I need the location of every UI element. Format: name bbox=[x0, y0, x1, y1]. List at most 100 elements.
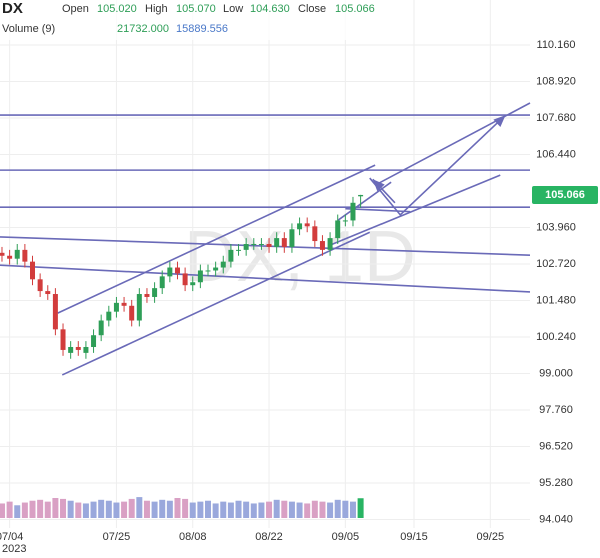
symbol: DX bbox=[2, 0, 23, 17]
candle-body bbox=[152, 288, 158, 297]
volume-bar bbox=[128, 498, 135, 518]
volume-bar bbox=[349, 501, 356, 518]
candle-body bbox=[45, 291, 51, 295]
candle-body bbox=[113, 302, 119, 312]
candle-body bbox=[243, 243, 249, 250]
candle-body bbox=[236, 249, 242, 251]
volume-bar bbox=[342, 500, 349, 518]
volume-bar bbox=[44, 501, 51, 518]
candle-body bbox=[319, 241, 325, 250]
x-tick-label: 08/22 bbox=[255, 531, 283, 543]
candle-body bbox=[7, 255, 13, 259]
y-tick-label: 108.920 bbox=[536, 75, 576, 87]
trend-line bbox=[345, 207, 411, 213]
volume-bar bbox=[357, 498, 364, 518]
volume-bar bbox=[174, 498, 181, 518]
open-label: Open bbox=[62, 3, 89, 15]
last-price-label: 105.066 bbox=[545, 189, 585, 201]
candle-body bbox=[22, 249, 28, 262]
trend-line bbox=[0, 264, 531, 293]
volume-bar bbox=[52, 498, 59, 518]
volume-bar bbox=[304, 503, 311, 518]
volume-bar bbox=[136, 497, 143, 518]
candle-body bbox=[144, 294, 150, 297]
candle-body bbox=[304, 223, 310, 227]
volume-bar bbox=[227, 502, 234, 518]
x-tick-label: 09/15 bbox=[400, 531, 428, 543]
candle-body bbox=[68, 346, 74, 353]
volume-bar bbox=[6, 501, 13, 518]
candle-body bbox=[174, 267, 180, 274]
volume-bar bbox=[37, 499, 44, 518]
y-tick-label: 110.160 bbox=[537, 39, 576, 51]
candle-body bbox=[312, 226, 318, 242]
volume-bar bbox=[311, 500, 318, 518]
high-label: High bbox=[145, 3, 168, 15]
candle-body bbox=[274, 238, 280, 247]
volume-bar bbox=[0, 503, 5, 518]
trend-line bbox=[0, 236, 531, 256]
trend-line bbox=[329, 174, 501, 246]
header-bg bbox=[0, 0, 380, 40]
candle-body bbox=[213, 267, 219, 271]
volume-bar bbox=[166, 500, 173, 518]
candle-body bbox=[182, 273, 188, 286]
candle-body bbox=[106, 311, 112, 321]
volume-bar bbox=[113, 502, 120, 518]
volume-bar bbox=[327, 502, 334, 518]
volume-bar bbox=[266, 501, 273, 518]
y-tick-label: 101.480 bbox=[536, 294, 576, 306]
candle-body bbox=[335, 220, 341, 239]
volume-bar bbox=[75, 502, 82, 518]
volume-bar bbox=[151, 501, 158, 518]
volume-bar bbox=[143, 500, 150, 518]
volume-bar bbox=[273, 499, 280, 518]
trend-line bbox=[61, 231, 371, 376]
candle-body bbox=[136, 294, 142, 321]
volume-bar bbox=[243, 501, 250, 518]
candle-body bbox=[358, 194, 364, 197]
candle-body bbox=[121, 302, 127, 306]
y-tick-label: 95.280 bbox=[539, 477, 573, 489]
candle-body bbox=[266, 243, 272, 247]
volume-bar bbox=[319, 501, 326, 518]
arrow bbox=[369, 114, 507, 217]
open-value: 105.020 bbox=[97, 3, 137, 15]
y-tick-label: 106.440 bbox=[536, 148, 576, 160]
arrow-head bbox=[372, 179, 385, 192]
low-value: 104.630 bbox=[250, 3, 290, 15]
volume-bar bbox=[258, 502, 265, 518]
candle-body bbox=[83, 346, 89, 353]
volume-bar bbox=[250, 503, 257, 518]
volume-bar bbox=[281, 500, 288, 518]
high-value: 105.070 bbox=[176, 3, 216, 15]
candle-body bbox=[60, 329, 66, 350]
trend-line bbox=[57, 164, 376, 314]
close-label: Close bbox=[298, 3, 326, 15]
volume-bar bbox=[29, 500, 36, 518]
x-tick-label: 08/08 bbox=[179, 531, 207, 543]
candle-body bbox=[30, 261, 36, 280]
y-tick-label: 99.000 bbox=[539, 367, 573, 379]
candle-body bbox=[167, 267, 173, 277]
volume-value: 21732.000 bbox=[117, 23, 169, 35]
candle-body bbox=[0, 252, 5, 256]
volume-bar bbox=[296, 502, 303, 518]
y-tick-label: 102.720 bbox=[536, 258, 576, 270]
candle-body bbox=[228, 249, 234, 262]
volume-bar bbox=[212, 503, 219, 518]
x-tick-label: 09/05 bbox=[332, 531, 360, 543]
volume-bar bbox=[21, 502, 28, 518]
y-tick-label: 100.240 bbox=[536, 331, 576, 343]
volume-bar bbox=[121, 501, 128, 518]
candle-body bbox=[129, 305, 135, 321]
candle-body bbox=[327, 238, 333, 250]
volume-bar bbox=[105, 500, 112, 518]
candle-body bbox=[350, 202, 356, 221]
volume-bar bbox=[182, 498, 189, 518]
y-tick-label: 96.520 bbox=[539, 440, 573, 452]
y-tick-label: 103.960 bbox=[536, 221, 576, 233]
volume-bar bbox=[90, 501, 97, 518]
x-tick-label: 07/25 bbox=[103, 531, 131, 543]
